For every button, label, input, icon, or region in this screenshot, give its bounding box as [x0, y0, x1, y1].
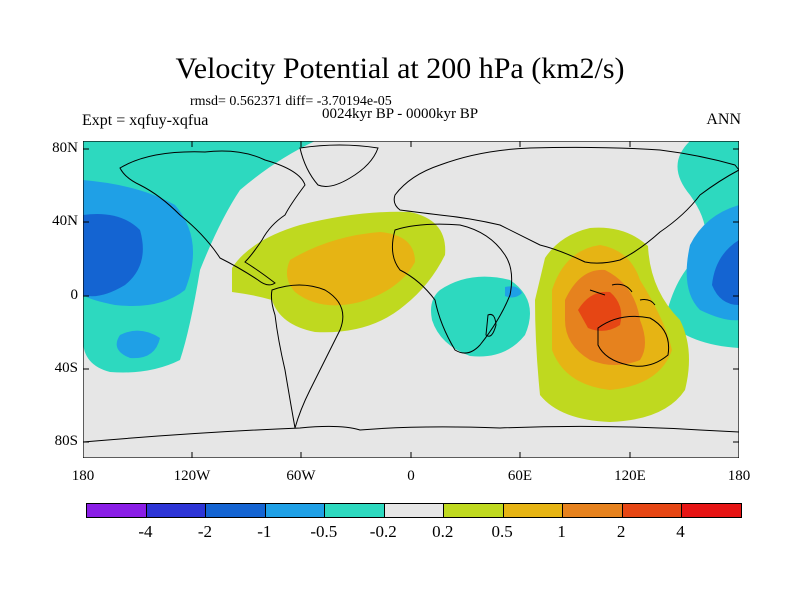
- stats-line: rmsd= 0.562371 diff= -3.70194e-05: [190, 94, 392, 109]
- coast-madagascar: [485, 314, 497, 337]
- colorbar-label: 0.2: [432, 522, 454, 541]
- colorbar-label: 2: [616, 522, 626, 541]
- colorbar-label: -0.2: [369, 522, 397, 541]
- lat-label-40s: 40S: [54, 360, 78, 376]
- colorbar-label: -4: [138, 522, 153, 541]
- map-ticks: [83, 141, 739, 458]
- coastlines: [83, 144, 739, 458]
- experiment-label: Expt = xqfuy-xqfua: [82, 112, 209, 129]
- lon-label-120w: 120W: [173, 468, 211, 484]
- colorbar: [86, 503, 742, 518]
- lat-label-40n: 40N: [52, 213, 78, 229]
- lon-label-0: 0: [407, 468, 415, 484]
- lat-label-0: 0: [70, 287, 79, 303]
- period-label: 0024kyr BP - 0000kyr BP: [322, 106, 479, 122]
- coast-eurasia: [393, 146, 739, 264]
- colorbar-swatch-6: [444, 504, 504, 517]
- lon-label-60w: 60W: [286, 468, 316, 484]
- plot-title: Velocity Potential at 200 hPa (km2/s): [175, 52, 625, 85]
- colorbar-swatch-1: [146, 504, 207, 517]
- colorbar-swatch-10: [682, 504, 742, 517]
- colorbar-label: -0.5: [310, 522, 338, 541]
- coast-africa: [391, 223, 513, 354]
- colorbar-swatch-7: [503, 504, 564, 517]
- colorbar-swatch-0: [87, 504, 147, 517]
- coast-greenland: [299, 144, 379, 187]
- colorbar-swatch-5: [384, 504, 445, 517]
- lat-label-80n: 80N: [52, 140, 78, 156]
- anomaly-maritime-continent: [535, 227, 689, 422]
- colorbar-swatch-8: [563, 504, 623, 517]
- coast-australia: [597, 315, 670, 367]
- colorbar-swatch-9: [622, 504, 683, 517]
- coast-antarctica: [83, 425, 739, 458]
- anomaly-atlantic: [232, 211, 446, 333]
- colorbar-label: -1: [257, 522, 272, 541]
- colorbar-label: -2: [197, 522, 212, 541]
- coast-indonesia: [589, 283, 656, 306]
- season-label: ANN: [706, 111, 741, 128]
- lat-label-80s: 80S: [54, 433, 78, 449]
- colorbar-label: 0.5: [491, 522, 513, 541]
- anomaly-pacific-west: [83, 141, 315, 373]
- colorbar-swatch-2: [206, 504, 266, 517]
- anomaly-pacific-east: [665, 141, 739, 348]
- coast-north-america: [119, 150, 306, 286]
- lon-label-180w: 180: [71, 468, 95, 484]
- colorbar-swatch-3: [265, 504, 326, 517]
- lon-label-60e: 60E: [507, 468, 533, 484]
- colorbar-label: 1: [557, 522, 566, 541]
- colorbar-label: 4: [676, 522, 685, 541]
- coast-south-america: [270, 284, 344, 429]
- lon-label-180e: 180: [727, 468, 751, 484]
- anomaly-indian-ocean: [431, 276, 530, 357]
- colorbar-swatch-4: [325, 504, 385, 517]
- lon-label-120e: 120E: [614, 468, 646, 484]
